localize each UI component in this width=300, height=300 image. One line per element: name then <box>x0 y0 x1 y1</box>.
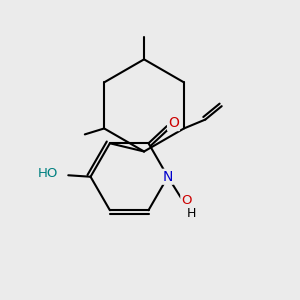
Text: O: O <box>181 194 192 207</box>
Text: H: H <box>187 207 196 220</box>
Text: HO: HO <box>38 167 58 180</box>
Text: O: O <box>168 116 179 130</box>
Text: N: N <box>163 170 173 184</box>
